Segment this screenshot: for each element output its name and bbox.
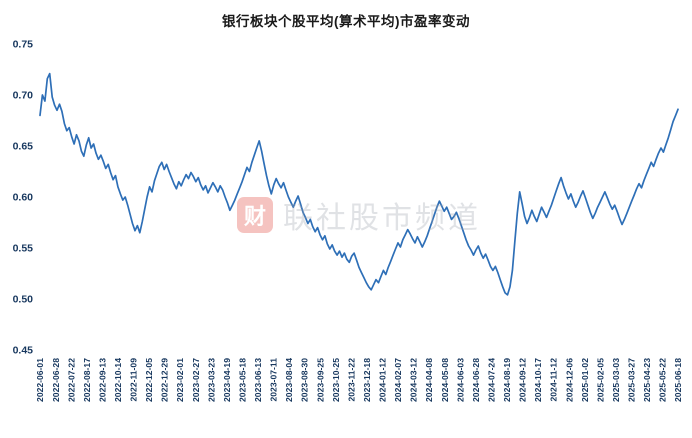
- y-tick-label: 0.65: [13, 141, 34, 153]
- y-tick-label: 0.50: [13, 294, 34, 306]
- x-tick-label: 2023-08-30: [300, 358, 310, 402]
- x-tick-label: 2024-02-07: [393, 358, 403, 402]
- x-tick-label: 2024-06-03: [455, 358, 465, 402]
- x-tick-label: 2024-10-17: [533, 358, 543, 402]
- x-tick-label: 2024-09-12: [518, 358, 528, 402]
- x-tick-label: 2025-03-03: [611, 358, 621, 402]
- x-tick-label: 2024-07-24: [487, 358, 497, 402]
- x-tick-label: 2022-07-22: [66, 358, 76, 402]
- x-tick-label: 2022-06-01: [35, 358, 45, 402]
- x-tick-label: 2024-01-12: [378, 358, 388, 402]
- x-tick-label: 2025-06-18: [673, 358, 683, 402]
- x-tick-label: 2022-09-13: [97, 358, 107, 402]
- pe-ratio-line: [39, 72, 679, 296]
- chart-title: 银行板块个股平均(算术平均)市盈率变动: [222, 14, 470, 29]
- x-tick-label: 2023-09-25: [315, 358, 325, 402]
- x-tick-label: 2023-02-27: [191, 358, 201, 402]
- x-tick-label: 2025-05-22: [658, 358, 668, 402]
- y-tick-label: 0.45: [13, 345, 34, 357]
- x-tick-label: 2024-11-12: [549, 358, 559, 402]
- x-tick-label: 2023-08-04: [284, 358, 294, 402]
- x-tick-label: 2023-07-11: [269, 358, 279, 402]
- x-tick-label: 2023-12-18: [362, 358, 372, 402]
- x-tick-label: 2023-02-01: [175, 358, 185, 402]
- x-tick-label: 2024-05-08: [440, 358, 450, 402]
- x-tick-label: 2022-12-29: [160, 358, 170, 402]
- x-tick-label: 2024-12-06: [564, 358, 574, 402]
- x-tick-label: 2023-04-19: [222, 358, 232, 402]
- x-tick-label: 2022-12-05: [144, 358, 154, 402]
- x-tick-label: 2023-06-13: [253, 358, 263, 402]
- x-tick-label: 2025-02-05: [595, 358, 605, 402]
- x-tick-label: 2022-11-09: [129, 358, 139, 402]
- y-tick-label: 0.60: [13, 192, 34, 204]
- x-tick-label: 2024-06-28: [471, 358, 481, 402]
- x-tick-label: 2024-08-19: [502, 358, 512, 402]
- x-tick-label: 2023-05-18: [238, 358, 248, 402]
- x-tick-label: 2022-06-28: [51, 358, 61, 402]
- y-tick-label: 0.75: [13, 39, 34, 51]
- y-tick-label: 0.55: [13, 243, 34, 255]
- x-tick-label: 2025-03-27: [627, 358, 637, 402]
- y-tick-label: 0.70: [13, 90, 34, 102]
- x-tick-label: 2023-10-25: [331, 358, 341, 402]
- x-tick-label: 2022-08-17: [82, 358, 92, 402]
- x-tick-label: 2025-01-02: [580, 358, 590, 402]
- x-tick-label: 2023-03-23: [206, 358, 216, 402]
- x-tick-label: 2024-04-08: [424, 358, 434, 402]
- x-tick-label: 2025-04-23: [642, 358, 652, 402]
- x-tick-label: 2024-03-12: [409, 358, 419, 402]
- x-tick-label: 2022-10-14: [113, 358, 123, 402]
- x-tick-label: 2023-11-22: [346, 358, 356, 402]
